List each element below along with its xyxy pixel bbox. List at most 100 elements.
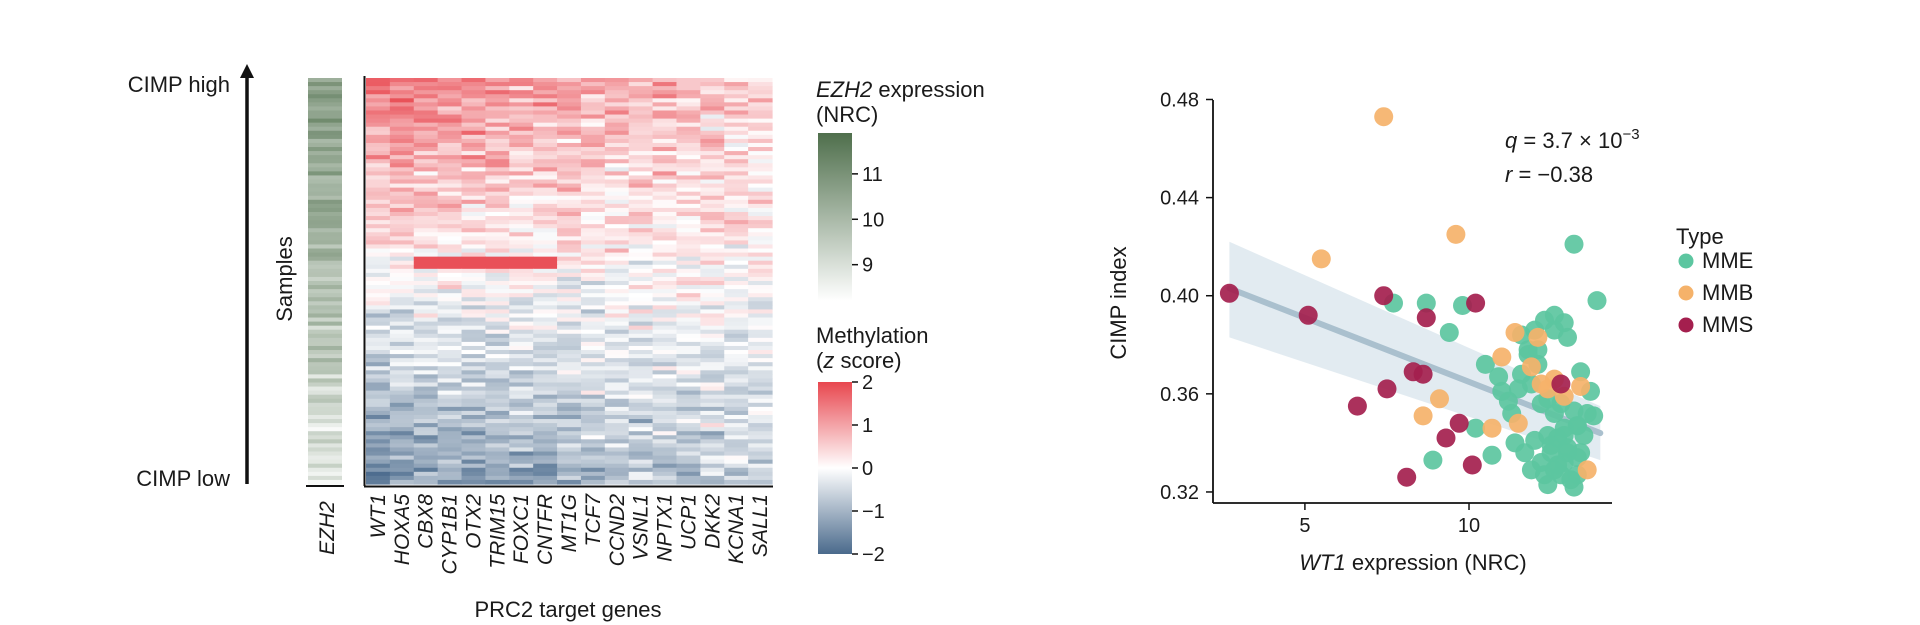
heatmap-cell <box>748 374 773 380</box>
heatmap-cell <box>485 228 510 233</box>
heatmap-cell <box>652 398 678 404</box>
point-mmb <box>1374 107 1394 127</box>
heatmap-cell <box>509 276 534 282</box>
heatmap-cell <box>557 358 582 363</box>
heatmap-cell <box>485 386 510 392</box>
heatmap-cell <box>366 358 391 363</box>
point-mms <box>1298 305 1318 325</box>
heatmap-cell <box>437 98 463 103</box>
heatmap-cell <box>485 427 510 432</box>
ezh2-cell <box>308 224 342 229</box>
heatmap-cell <box>366 301 391 306</box>
heatmap-cell <box>700 82 725 87</box>
heatmap-cell <box>557 175 582 181</box>
heatmap-cell <box>509 341 534 347</box>
heatmap-cell <box>557 354 582 359</box>
heatmap-cell <box>413 86 439 91</box>
heatmap-cell <box>366 354 391 359</box>
heatmap-cell <box>604 236 630 241</box>
heatmap-cell <box>533 455 558 461</box>
heatmap-cell <box>724 110 749 116</box>
heatmap-cell <box>437 272 463 278</box>
heatmap-cell <box>437 191 463 197</box>
heatmap-cell <box>389 398 415 404</box>
heatmap-cell <box>724 151 749 156</box>
ezh2-cell <box>308 94 342 99</box>
heatmap-cell <box>533 232 558 237</box>
heatmap-cell <box>700 224 725 229</box>
heatmap-cell <box>700 260 725 266</box>
heatmap-cell <box>437 195 463 201</box>
heatmap-cell <box>509 106 534 112</box>
heatmap-cell <box>485 272 510 278</box>
heatmap-cell <box>580 313 606 319</box>
heatmap-cell <box>437 138 463 144</box>
heatmap-cell <box>724 272 749 278</box>
heatmap-cell <box>652 301 678 306</box>
heatmap-cell <box>413 406 439 412</box>
heatmap-cell <box>485 179 510 185</box>
heatmap-cell <box>437 285 463 290</box>
heatmap-cell <box>557 110 582 116</box>
heatmap-cell <box>580 106 606 112</box>
heatmap-cell <box>366 232 391 237</box>
heatmap-cell <box>485 220 510 225</box>
point-mms <box>1377 379 1397 399</box>
heatmap-cell <box>700 134 725 140</box>
heatmap-cell <box>748 244 773 250</box>
heatmap-cell <box>676 451 701 457</box>
heatmap-cell <box>604 260 630 266</box>
heatmap-cell <box>700 179 725 185</box>
heatmap-cell <box>604 390 630 396</box>
heatmap-cell <box>437 309 463 315</box>
heatmap-cell <box>748 321 773 327</box>
heatmap-cell <box>461 402 487 408</box>
heatmap-cell <box>604 305 630 311</box>
heatmap-cell <box>533 402 558 408</box>
heatmap-cell <box>366 118 391 124</box>
heatmap-cell <box>413 244 439 250</box>
heatmap-cell <box>485 337 510 343</box>
heatmap-cell <box>724 171 749 177</box>
heatmap-cell <box>437 276 463 282</box>
heatmap-cell <box>604 163 630 168</box>
heatmap-cell <box>533 216 558 221</box>
heatmap-cell <box>509 313 534 319</box>
heatmap-cell <box>676 98 701 103</box>
heatmap-cell <box>389 410 415 416</box>
ezh2-cell <box>308 423 342 428</box>
heatmap-cell <box>461 362 487 367</box>
ezh2-cell <box>308 155 342 160</box>
heatmap-cell <box>366 382 391 388</box>
heatmap-cell <box>652 142 678 148</box>
methylation-tick-label: 0 <box>862 458 873 480</box>
gene-label-vsnl1: VSNL1 <box>630 494 653 561</box>
ezh2-cell <box>308 325 342 331</box>
heatmap-cell <box>748 350 773 355</box>
heatmap-cell <box>700 463 725 469</box>
heatmap-cell <box>700 86 725 91</box>
heatmap-cell <box>413 236 439 241</box>
heatmap-cell <box>366 281 391 286</box>
heatmap-cell <box>485 467 510 473</box>
heatmap-cell <box>676 414 701 420</box>
heatmap-cell <box>700 130 725 136</box>
heatmap-cell <box>700 427 725 432</box>
heatmap-cell <box>652 366 678 371</box>
heatmap-cell <box>748 90 773 95</box>
heatmap-cell <box>557 78 582 83</box>
heatmap-cell <box>389 362 415 367</box>
heatmap-cell <box>533 268 558 274</box>
heatmap-cell <box>533 362 558 367</box>
heatmap-cell <box>413 155 439 160</box>
heatmap-cell <box>413 447 439 453</box>
heatmap-cell <box>652 207 678 213</box>
heatmap-cell <box>461 467 487 473</box>
methylation-heatmap <box>366 78 773 485</box>
heatmap-cell <box>557 414 582 420</box>
heatmap-cell <box>700 313 725 319</box>
heatmap-cell <box>628 455 654 461</box>
heatmap-cell <box>557 122 582 128</box>
heatmap-cell <box>413 248 439 254</box>
heatmap-cell <box>557 114 582 120</box>
